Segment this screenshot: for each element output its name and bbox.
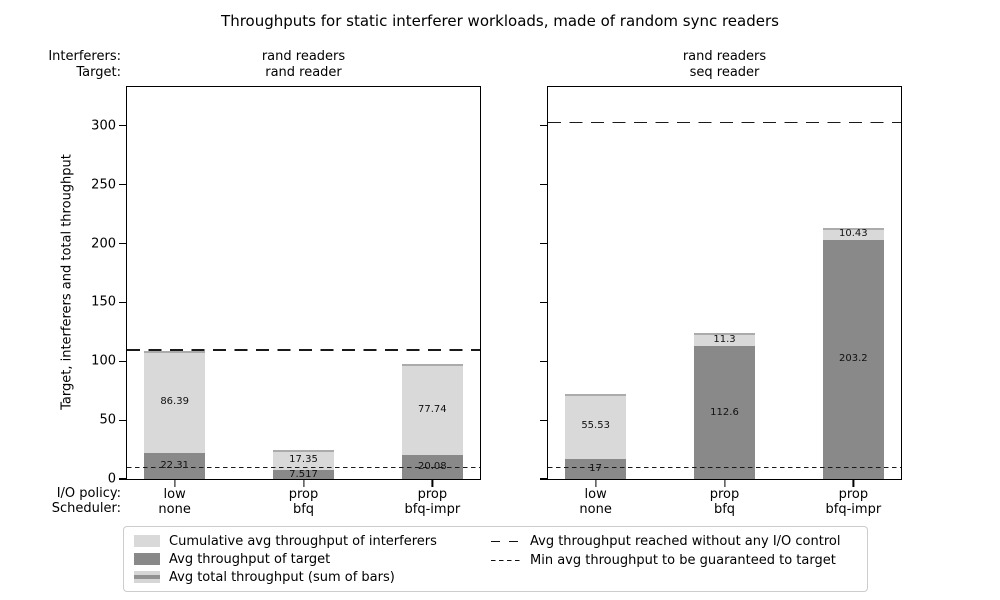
- bar-segment-interferers: [822, 227, 885, 240]
- bar-segment-target: [564, 459, 627, 479]
- subplot2-target-header: seq reader: [689, 65, 760, 80]
- total-throughput-mark: [822, 227, 885, 230]
- x-tick-mark: [852, 480, 854, 488]
- legend-item-label: Avg total throughput (sum of bars): [169, 569, 395, 585]
- bar-segment-target: [143, 452, 206, 479]
- ref-line-short-dash: [548, 466, 901, 469]
- y-tick-mark: [539, 125, 547, 127]
- total-swatch: [134, 571, 160, 583]
- y-tick-label: 0: [107, 471, 116, 487]
- bar-segment-interferers: [272, 449, 335, 471]
- x-tick-mark: [431, 480, 433, 488]
- long-dash-icon: [491, 540, 521, 543]
- legend-item-min-guaranteed: Min avg throughput to be guaranteed to t…: [491, 551, 840, 570]
- category-label: prop bfq-impr: [825, 487, 882, 517]
- category-label: prop bfq: [709, 487, 740, 517]
- bar-segment-interferers: [564, 393, 627, 459]
- x-tick-mark: [302, 480, 305, 488]
- bar-segment-target: [693, 346, 756, 479]
- io-policy-axis-label: I/O policy:: [56, 486, 121, 501]
- y-tick-mark: [118, 125, 126, 127]
- y-tick-label: 150: [91, 294, 116, 310]
- x-tick-mark: [723, 480, 726, 488]
- legend-item-label: Cumulative avg throughput of interferers: [169, 533, 437, 549]
- target-value-label: 7.517: [289, 468, 318, 480]
- y-tick-mark: [539, 360, 547, 362]
- total-throughput-mark: [401, 363, 464, 366]
- interferers-value-label: 17.35: [289, 453, 318, 465]
- subplot-seq-reader: 17 55.53 low none 112.6 11.3 prop bfq 203.2 10.43…: [539, 86, 902, 517]
- y-tick-label: 100: [91, 353, 116, 369]
- scheduler-axis-label: Scheduler:: [51, 501, 121, 516]
- total-throughput-mark: [693, 333, 756, 336]
- subplot1-interferers-header: rand readers: [261, 49, 346, 64]
- total-throughput-mark: [143, 351, 206, 354]
- y-tick-mark: [118, 360, 126, 362]
- target-value-label: 203.2: [839, 353, 868, 365]
- y-tick-mark: [539, 184, 547, 186]
- interferers-swatch: [134, 535, 160, 547]
- legend-item-total: Avg total throughput (sum of bars): [134, 568, 491, 586]
- bar-segment-interferers: [401, 363, 464, 456]
- ref-line-long-dash: [548, 121, 901, 124]
- total-throughput-mark: [272, 449, 335, 452]
- target-value-label: 17: [589, 463, 603, 474]
- y-tick-mark: [539, 242, 547, 245]
- target-swatch: [134, 553, 160, 565]
- category-label: low none: [579, 487, 612, 517]
- y-tick-label: 250: [91, 177, 116, 193]
- ref-line-short-dash: [127, 466, 480, 469]
- x-tick-mark: [595, 480, 597, 488]
- target-value-label: 112.6: [710, 406, 739, 418]
- bar-segment-target: [272, 470, 335, 479]
- bar-segment-target: [822, 239, 885, 479]
- y-tick-mark: [118, 184, 126, 186]
- bar-segment-interferers: [143, 351, 206, 453]
- category-label: prop bfq: [288, 487, 319, 517]
- legend-item-label: Min avg throughput to be guaranteed to t…: [530, 553, 836, 568]
- y-tick-label: 300: [91, 118, 116, 134]
- y-tick-mark: [539, 301, 547, 304]
- interferers-value-label: 55.53: [581, 420, 610, 432]
- subplot1-target-header: rand reader: [265, 65, 342, 80]
- category-label: prop bfq-impr: [404, 487, 461, 517]
- chart-title: Throughputs for static interferer worklo…: [221, 12, 779, 30]
- legend: Cumulative avg throughput of interferers…: [123, 526, 868, 592]
- short-dash-icon: [491, 559, 521, 562]
- legend-column-patches: Cumulative avg throughput of interferers…: [134, 532, 491, 586]
- y-tick-mark: [118, 242, 126, 245]
- interferers-value-label: 86.39: [160, 395, 189, 407]
- subplot2-interferers-header: rand readers: [682, 49, 767, 64]
- legend-column-lines: Avg throughput reached without any I/O c…: [491, 532, 840, 586]
- interferers-row-label: Interferers:: [48, 49, 121, 64]
- total-line-icon: [134, 575, 160, 579]
- y-tick-mark: [118, 478, 126, 480]
- target-row-label: Target:: [76, 65, 121, 80]
- target-value-label: 20.08: [418, 461, 447, 473]
- legend-item-interferers: Cumulative avg throughput of interferers: [134, 532, 491, 550]
- legend-item-no-control: Avg throughput reached without any I/O c…: [491, 532, 840, 551]
- bar-segment-interferers: [693, 333, 756, 347]
- legend-item-target: Avg throughput of target: [134, 550, 491, 568]
- total-throughput-mark: [564, 393, 627, 396]
- y-tick-mark: [118, 419, 126, 421]
- interferers-value-label: 11.3: [713, 333, 736, 345]
- legend-item-label: Avg throughput of target: [169, 551, 331, 567]
- y-axis-label: Target, interferers and total throughput: [59, 154, 75, 410]
- subplot-rand-reader: 0 50 100 150 200 250 300 22.31 86.39 low none 7.517…: [91, 86, 481, 517]
- x-tick-mark: [174, 480, 176, 488]
- target-value-label: 22.31: [160, 459, 189, 471]
- category-label: low none: [158, 487, 191, 517]
- y-tick-label: 50: [99, 412, 116, 428]
- legend-item-label: Avg throughput reached without any I/O c…: [530, 534, 841, 549]
- y-tick-mark: [539, 419, 547, 421]
- ref-line-long-dash: [127, 348, 480, 351]
- y-tick-label: 200: [91, 236, 116, 252]
- interferers-value-label: 10.43: [839, 227, 868, 239]
- interferers-value-label: 77.74: [418, 403, 447, 415]
- y-tick-mark: [118, 301, 126, 304]
- y-tick-mark: [539, 478, 547, 480]
